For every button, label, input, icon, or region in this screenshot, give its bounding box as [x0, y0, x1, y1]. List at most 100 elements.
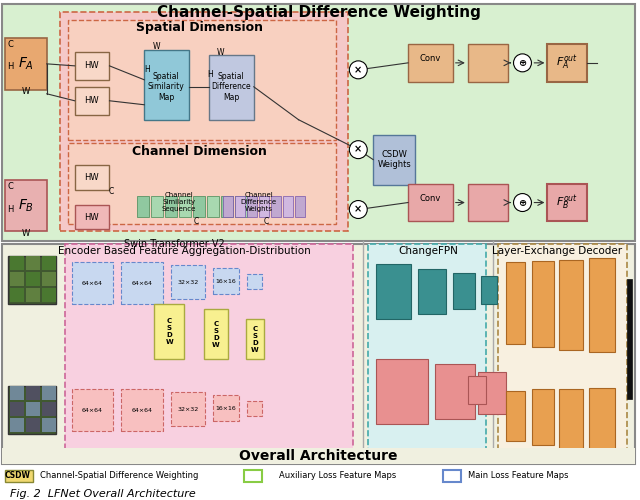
FancyBboxPatch shape — [42, 272, 56, 286]
Text: 64×64: 64×64 — [82, 408, 103, 412]
Text: ×: × — [354, 204, 362, 214]
FancyBboxPatch shape — [60, 12, 348, 232]
FancyBboxPatch shape — [247, 196, 257, 218]
Text: ×: × — [354, 144, 362, 154]
Text: Layer-Exchange Decoder: Layer-Exchange Decoder — [492, 246, 622, 256]
FancyBboxPatch shape — [221, 196, 233, 218]
Text: C: C — [109, 187, 114, 196]
FancyBboxPatch shape — [10, 418, 24, 432]
Text: $F_A$: $F_A$ — [18, 56, 34, 72]
FancyBboxPatch shape — [171, 266, 205, 300]
FancyBboxPatch shape — [627, 280, 632, 399]
FancyBboxPatch shape — [42, 256, 56, 270]
Text: H: H — [7, 62, 13, 72]
Text: ×: × — [354, 65, 362, 75]
FancyBboxPatch shape — [532, 389, 554, 445]
FancyBboxPatch shape — [138, 196, 149, 218]
Text: CSDW
Weights: CSDW Weights — [377, 150, 411, 170]
FancyBboxPatch shape — [589, 388, 615, 452]
FancyBboxPatch shape — [373, 134, 415, 184]
FancyBboxPatch shape — [247, 401, 262, 416]
FancyBboxPatch shape — [235, 196, 245, 218]
Text: 32×32: 32×32 — [177, 406, 199, 412]
FancyBboxPatch shape — [10, 402, 24, 416]
FancyBboxPatch shape — [8, 256, 56, 304]
FancyBboxPatch shape — [468, 184, 508, 222]
Text: Conv: Conv — [419, 194, 440, 202]
Text: Auxiliary Loss Feature Maps: Auxiliary Loss Feature Maps — [278, 472, 396, 480]
FancyBboxPatch shape — [5, 180, 47, 232]
FancyBboxPatch shape — [10, 288, 24, 302]
FancyBboxPatch shape — [481, 276, 497, 304]
FancyBboxPatch shape — [247, 274, 262, 289]
FancyBboxPatch shape — [408, 184, 453, 222]
Circle shape — [349, 140, 367, 158]
FancyBboxPatch shape — [122, 262, 163, 304]
FancyBboxPatch shape — [144, 50, 189, 119]
Text: Fig. 2  LFNet Overall Architecture: Fig. 2 LFNet Overall Architecture — [10, 489, 196, 499]
FancyBboxPatch shape — [283, 196, 292, 218]
Circle shape — [349, 200, 367, 218]
Text: Main Loss Feature Maps: Main Loss Feature Maps — [468, 472, 568, 480]
Text: 64×64: 64×64 — [82, 281, 103, 286]
FancyBboxPatch shape — [213, 268, 239, 294]
Text: ⊕: ⊕ — [518, 58, 527, 68]
Text: Spatial Dimension: Spatial Dimension — [136, 22, 262, 35]
Text: Channel Dimension: Channel Dimension — [132, 145, 266, 158]
FancyBboxPatch shape — [506, 391, 525, 441]
Text: C
S
D
W: C S D W — [165, 318, 173, 345]
Text: 64×64: 64×64 — [132, 281, 153, 286]
Text: Channel
Similarity
Sequence: Channel Similarity Sequence — [162, 192, 196, 212]
Text: $F_B^{out}$: $F_B^{out}$ — [556, 193, 579, 212]
Text: Conv: Conv — [419, 54, 440, 63]
FancyBboxPatch shape — [418, 270, 446, 314]
FancyBboxPatch shape — [209, 55, 254, 120]
Text: Spatial
Similarity
Map: Spatial Similarity Map — [148, 72, 184, 102]
FancyBboxPatch shape — [294, 196, 305, 218]
Text: HW: HW — [84, 62, 99, 70]
FancyBboxPatch shape — [235, 196, 247, 218]
FancyBboxPatch shape — [68, 20, 337, 140]
FancyBboxPatch shape — [244, 470, 262, 482]
FancyBboxPatch shape — [193, 196, 205, 218]
Text: C: C — [7, 40, 13, 50]
FancyBboxPatch shape — [246, 320, 264, 359]
FancyBboxPatch shape — [376, 359, 428, 424]
FancyBboxPatch shape — [165, 196, 177, 218]
FancyBboxPatch shape — [26, 288, 40, 302]
Text: Channel-Spatial Difference Weighting: Channel-Spatial Difference Weighting — [157, 6, 481, 20]
Text: ⊕: ⊕ — [518, 198, 527, 207]
Text: C
S
D
W: C S D W — [251, 326, 259, 352]
FancyBboxPatch shape — [223, 196, 233, 218]
FancyBboxPatch shape — [271, 196, 281, 218]
FancyBboxPatch shape — [2, 244, 635, 464]
FancyBboxPatch shape — [75, 204, 109, 230]
FancyBboxPatch shape — [42, 288, 56, 302]
Text: W: W — [152, 42, 160, 51]
Text: $F_A^{out}$: $F_A^{out}$ — [556, 54, 579, 72]
FancyBboxPatch shape — [72, 262, 113, 304]
FancyBboxPatch shape — [5, 38, 47, 90]
FancyBboxPatch shape — [26, 272, 40, 286]
FancyBboxPatch shape — [468, 376, 486, 404]
FancyBboxPatch shape — [10, 256, 24, 270]
FancyBboxPatch shape — [453, 274, 475, 310]
Text: H: H — [7, 205, 13, 214]
FancyBboxPatch shape — [443, 470, 461, 482]
Text: H: H — [207, 70, 213, 80]
Text: HW: HW — [84, 213, 99, 222]
FancyBboxPatch shape — [435, 364, 475, 419]
Text: Swin Transformer V2: Swin Transformer V2 — [124, 240, 225, 250]
FancyBboxPatch shape — [2, 4, 635, 242]
Text: Channel-Spatial Difference Weighting: Channel-Spatial Difference Weighting — [40, 472, 198, 480]
FancyBboxPatch shape — [179, 196, 191, 218]
Text: C: C — [7, 182, 13, 191]
Text: Spatial
Difference
Map: Spatial Difference Map — [211, 72, 251, 102]
Circle shape — [349, 61, 367, 79]
FancyBboxPatch shape — [498, 244, 627, 457]
Text: 16×16: 16×16 — [216, 279, 236, 284]
FancyBboxPatch shape — [75, 164, 109, 190]
FancyBboxPatch shape — [42, 418, 56, 432]
FancyBboxPatch shape — [5, 470, 33, 482]
Text: ChangeFPN: ChangeFPN — [398, 246, 458, 256]
